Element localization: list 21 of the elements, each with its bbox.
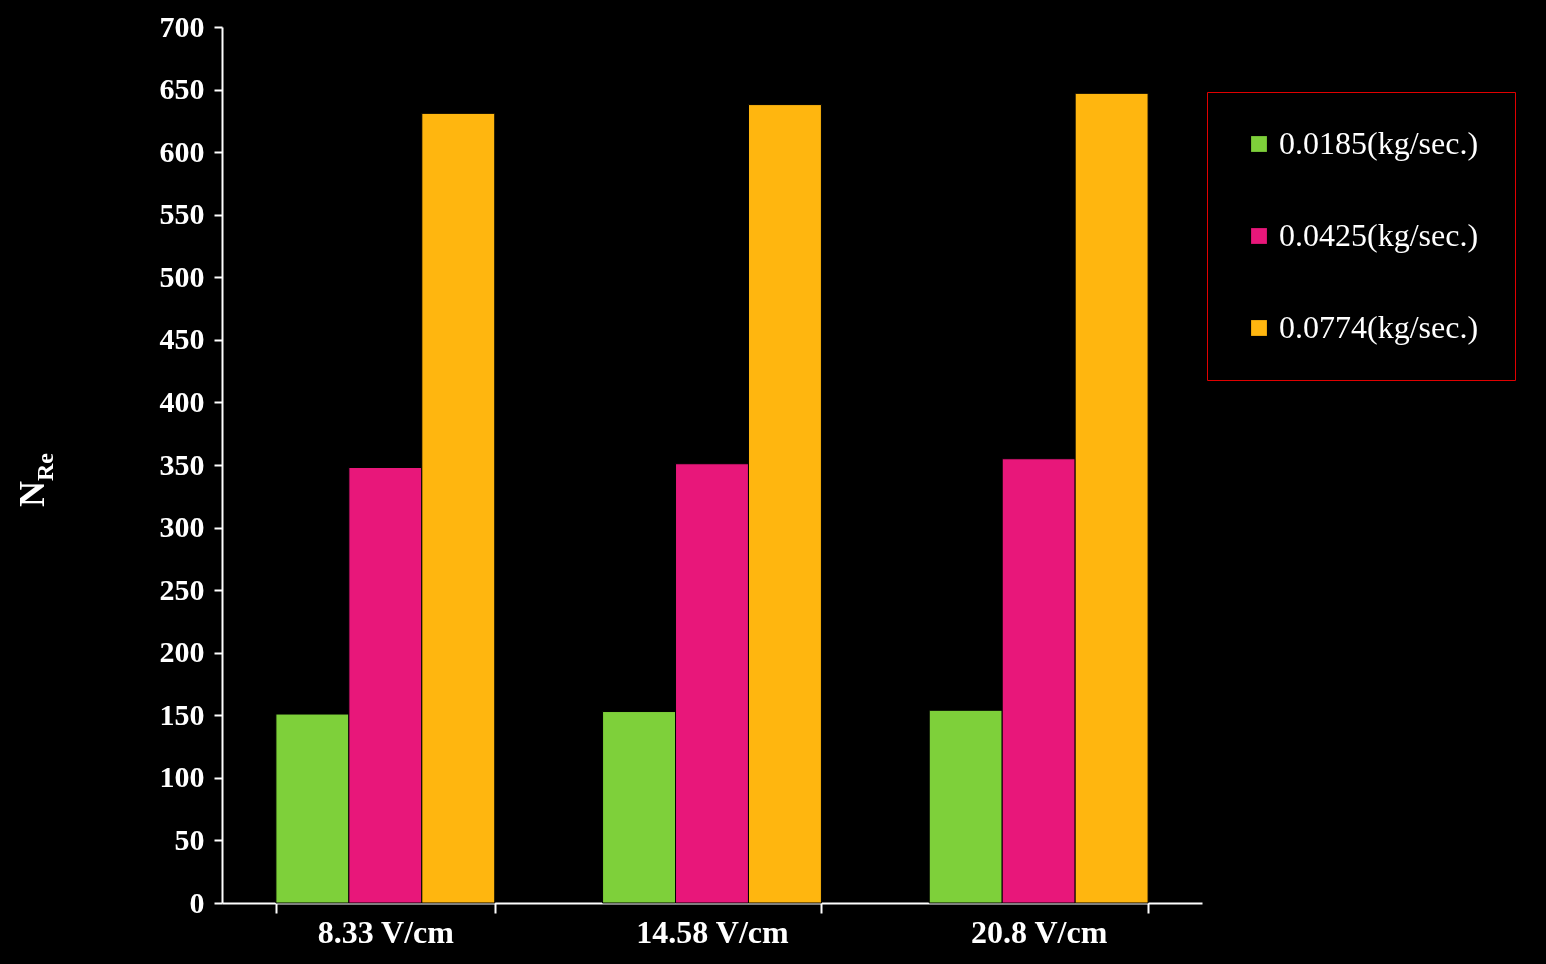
- y-tick-label: 700: [159, 9, 205, 43]
- y-tick-label: 50: [174, 822, 205, 856]
- x-tick-label: 14.58 V/cm: [636, 913, 789, 950]
- legend-label: 0.0774(kg/sec.): [1279, 309, 1479, 345]
- y-tick-label: 150: [159, 697, 205, 731]
- x-tick-label: 8.33 V/cm: [317, 913, 455, 950]
- y-tick-label: 600: [159, 134, 205, 168]
- y-tick-label: 650: [159, 72, 205, 106]
- y-tick-label: 0: [189, 885, 205, 919]
- y-tick-label: 450: [159, 322, 205, 356]
- y-tick-label: 500: [159, 259, 205, 293]
- legend-label: 0.0185(kg/sec.): [1279, 125, 1479, 161]
- legend-label: 0.0425(kg/sec.): [1279, 217, 1479, 253]
- y-tick-label: 550: [159, 197, 205, 231]
- y-tick-label: 400: [159, 384, 205, 418]
- y-tick-label: 100: [159, 760, 205, 794]
- x-tick-label: 20.8 V/cm: [971, 913, 1108, 950]
- y-tick-label: 200: [159, 635, 205, 669]
- y-tick-label: 300: [159, 510, 205, 544]
- y-tick-label: 250: [159, 572, 205, 606]
- y-tick-label: 350: [159, 447, 205, 481]
